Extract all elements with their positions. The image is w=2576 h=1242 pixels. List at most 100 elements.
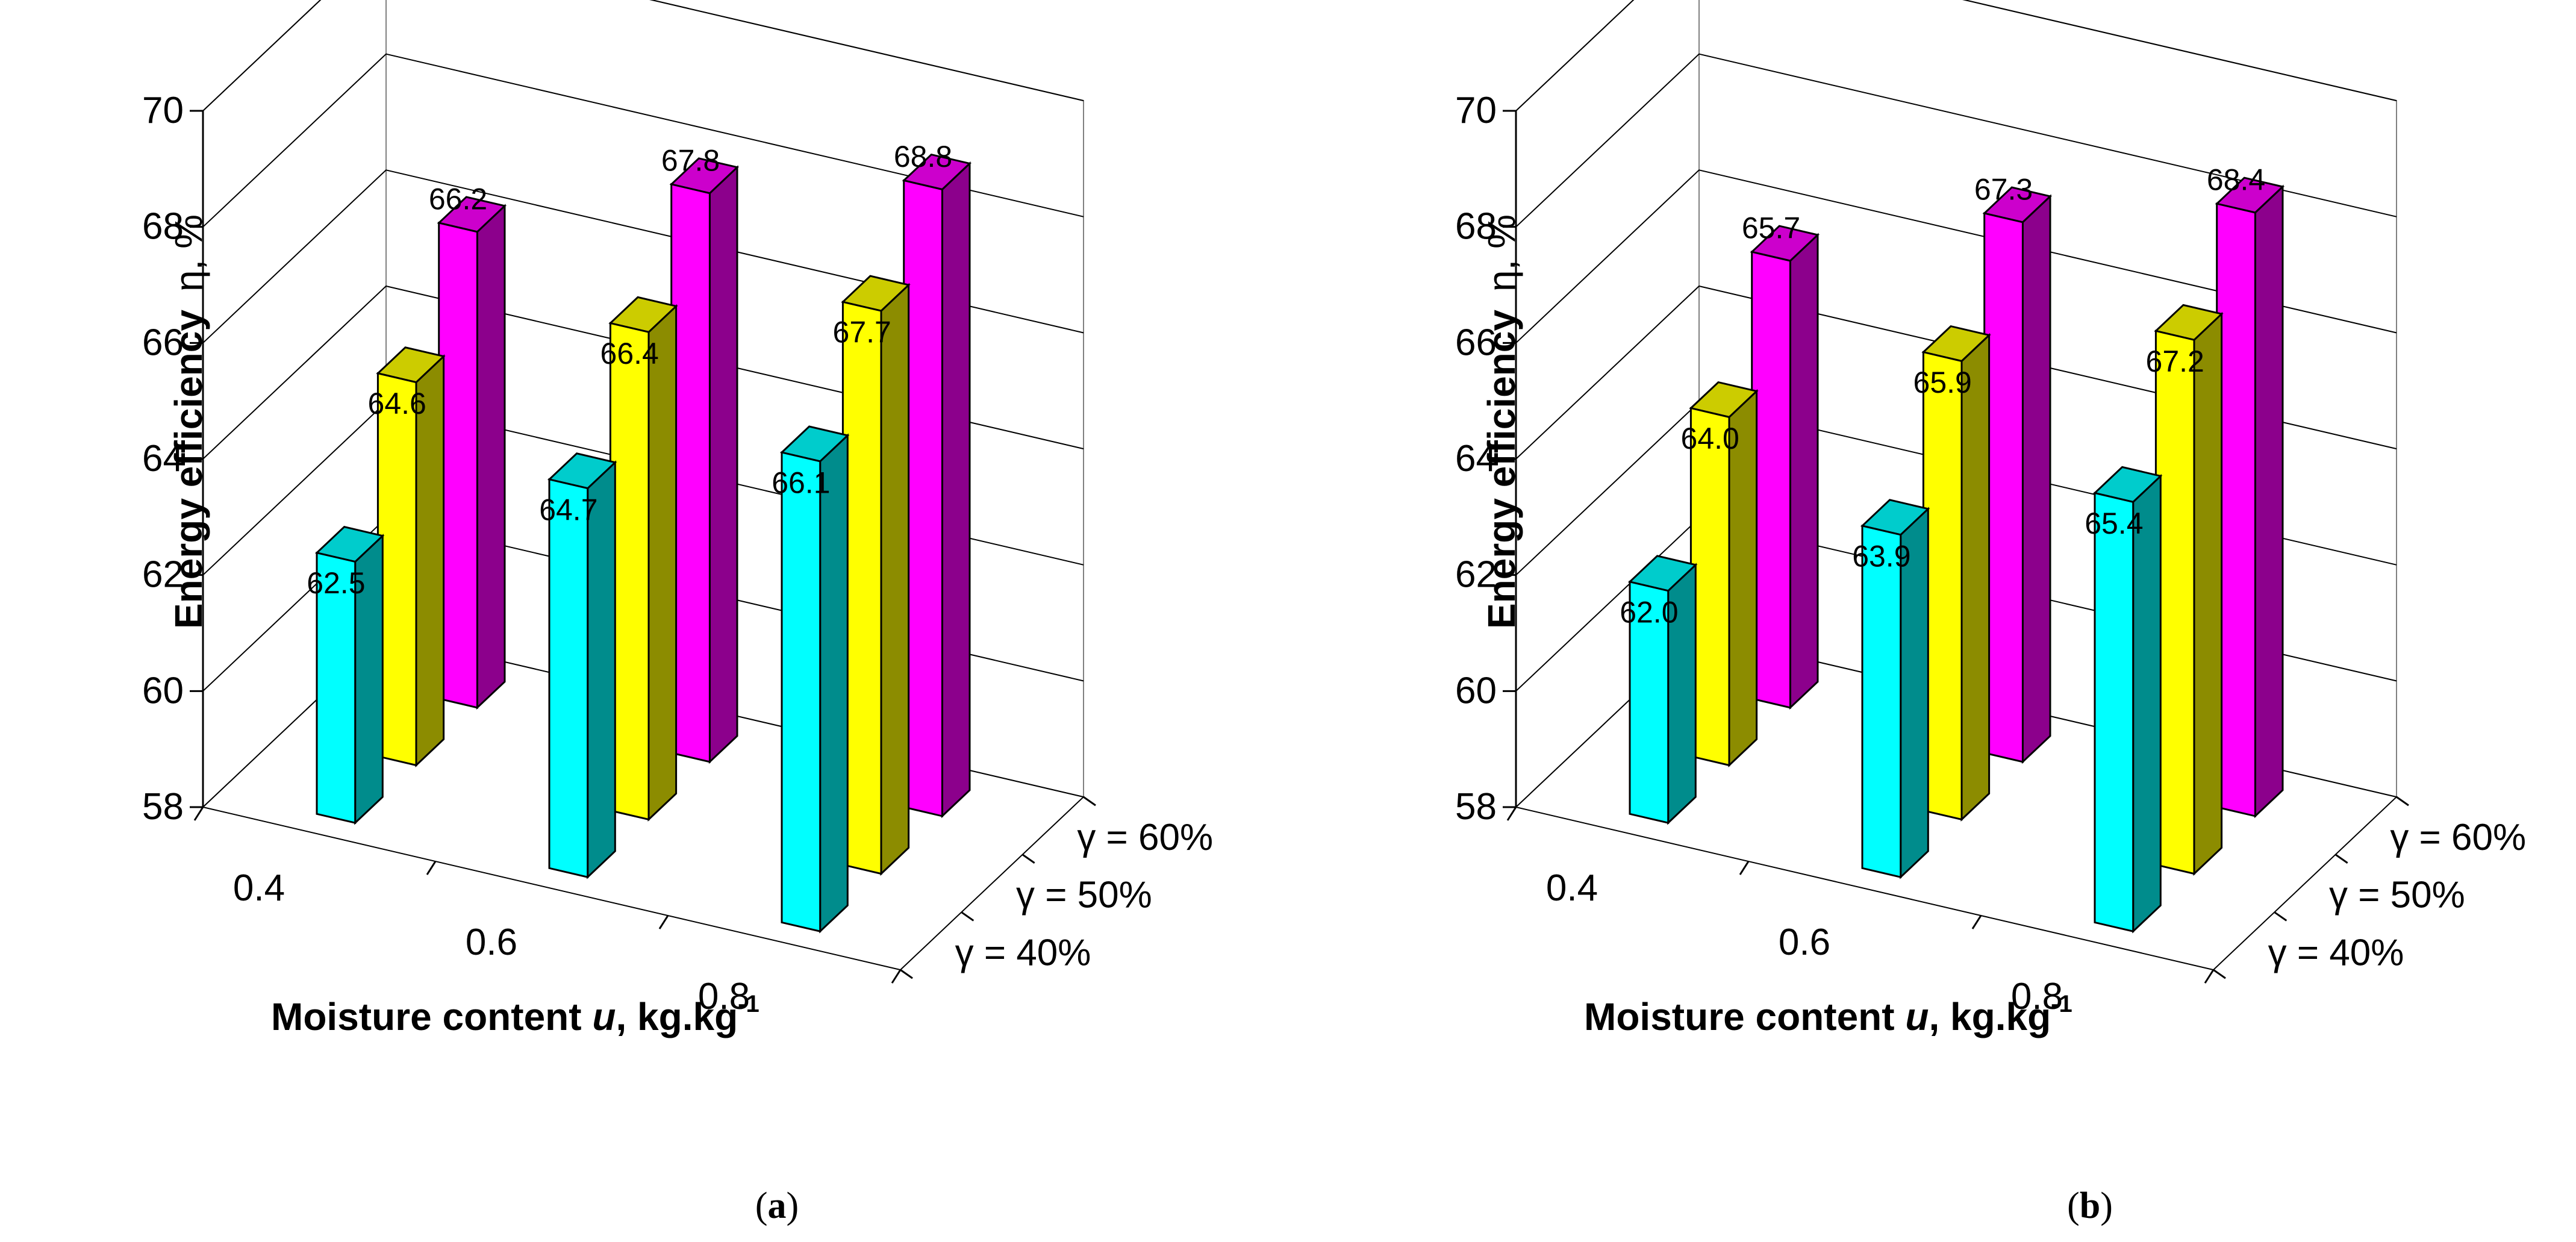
data-label: 68.8 (894, 140, 952, 173)
caption-close-paren: ) (2100, 1185, 2113, 1226)
x-tick-label: 0.8 (698, 976, 750, 1017)
bars: 65.7 67.3 68.4 64.0 65.9 67.2 62.0 63.9 65.4 (1620, 163, 2285, 934)
x-axis: 0.4 0.6 0.8 (1506, 807, 2215, 1017)
data-label: 67.2 (2146, 345, 2204, 378)
bar-side (819, 433, 849, 934)
bar-front (2216, 202, 2256, 817)
bar: 66.4 (600, 296, 678, 822)
y-axis-title-symbol: η, % (167, 214, 210, 292)
bar-side (941, 161, 971, 819)
data-label: 66.4 (600, 337, 659, 370)
data-label: 63.9 (1852, 539, 1910, 573)
caption: (a) (755, 1185, 799, 1226)
bar-side (2021, 194, 2051, 764)
x-axis: 0.4 0.6 0.8 (193, 807, 902, 1017)
x-axis-title-prefix: Moisture content (271, 995, 592, 1038)
x-axis-title-var: u (592, 995, 616, 1038)
x-axis-title-var: u (1905, 995, 1929, 1038)
depth-tick (1083, 796, 1096, 807)
bar-side (647, 304, 678, 822)
x-tick-label: 0.4 (233, 867, 285, 909)
caption: (b) (2067, 1185, 2113, 1226)
bar: 67.2 (2146, 304, 2224, 876)
x-tick (658, 915, 669, 929)
depth-axis: γ = 40% γ = 50% γ = 60% (2213, 796, 2526, 979)
bar-front (1751, 251, 1791, 709)
caption-open-paren: ( (2067, 1185, 2080, 1226)
depth-tick (2396, 796, 2409, 807)
y-axis-title: Energy efficiency η, % (167, 214, 210, 629)
x-tick (1506, 807, 1517, 821)
bar: 62.5 (307, 526, 385, 825)
y-tick-label: 66 (1455, 322, 1497, 363)
x-tick (2204, 969, 2215, 984)
y-tick-label: 68 (1455, 206, 1497, 248)
x-tick (1739, 861, 1750, 875)
bar-front (1922, 351, 1963, 821)
bar: 66.1 (772, 425, 850, 934)
x-tick-label: 0.8 (2011, 976, 2063, 1017)
gridline (202, 169, 1084, 344)
bar: 66.2 (429, 182, 507, 710)
data-label: 67.8 (661, 143, 720, 177)
x-axis-title: Moisture content u, kg.kg-1 (271, 991, 759, 1038)
y-tick-label: 60 (1455, 670, 1497, 711)
bar-front (316, 551, 357, 824)
bar-front (1861, 525, 1902, 879)
bar: 65.7 (1742, 211, 1820, 710)
y-axis: 58 60 62 64 66 68 70 (1455, 90, 1517, 828)
y-tick-label: 60 (142, 670, 184, 711)
depth-tick (2334, 853, 2348, 864)
bar-side (1960, 332, 1991, 822)
bars: 66.2 67.8 68.8 64.6 66.4 67.7 62.5 64.7 66.1 (307, 140, 972, 934)
x-tick (891, 969, 902, 984)
y-tick-label: 70 (142, 90, 184, 131)
x-axis-title: Moisture content u, kg.kg-1 (1584, 991, 2072, 1038)
bar: 64.7 (539, 452, 617, 879)
bar-front (1629, 581, 1670, 824)
data-label: 64.0 (1681, 422, 1739, 455)
y-tick-label: 64 (142, 438, 184, 479)
y-axis-title: Energy efficiency η, % (1480, 214, 1523, 629)
bar: 64.6 (368, 346, 446, 767)
data-label: 68.4 (2207, 163, 2265, 197)
y-tick-label: 62 (1455, 554, 1497, 596)
bar: 63.9 (1852, 499, 1930, 879)
depth-axis: γ = 40% γ = 50% γ = 60% (900, 796, 1213, 979)
bar-side (476, 204, 506, 710)
bar-side (2132, 473, 2162, 934)
bar-front (548, 478, 589, 879)
data-label: 62.5 (307, 566, 365, 600)
y-axis-title-symbol: η, % (1480, 214, 1523, 292)
data-label: 64.6 (368, 387, 426, 420)
bar: 67.7 (833, 275, 911, 876)
bar: 67.8 (661, 143, 740, 764)
x-axis-title-exponent: -1 (2051, 991, 2072, 1017)
x-axis-title-exponent: -1 (738, 991, 759, 1017)
y-tick-label: 70 (1455, 90, 1497, 131)
bar: 64.0 (1681, 381, 1759, 767)
data-label: 67.3 (1974, 173, 2033, 207)
series-label: γ = 50% (2329, 875, 2465, 916)
bar-front (670, 183, 711, 763)
bar-front (376, 372, 417, 767)
bar-front (1689, 407, 1730, 767)
data-label: 65.9 (1913, 366, 1972, 399)
data-label: 65.7 (1742, 211, 1800, 245)
depth-tick (2213, 969, 2226, 979)
data-label: 67.7 (833, 316, 891, 349)
y-tick-label: 58 (142, 786, 184, 828)
bar-front (781, 451, 822, 933)
x-tick (426, 861, 437, 875)
data-label: 66.1 (772, 466, 830, 499)
y-tick-label: 58 (1455, 786, 1497, 828)
x-tick-label: 0.4 (1546, 867, 1598, 909)
series-label: γ = 40% (955, 932, 1091, 973)
data-label: 65.4 (2085, 507, 2143, 540)
bar: 65.9 (1913, 325, 1991, 822)
bar-front (609, 322, 650, 821)
bar-front (2094, 491, 2135, 933)
y-tick-label: 68 (142, 206, 184, 248)
depth-tick (1021, 853, 1035, 864)
